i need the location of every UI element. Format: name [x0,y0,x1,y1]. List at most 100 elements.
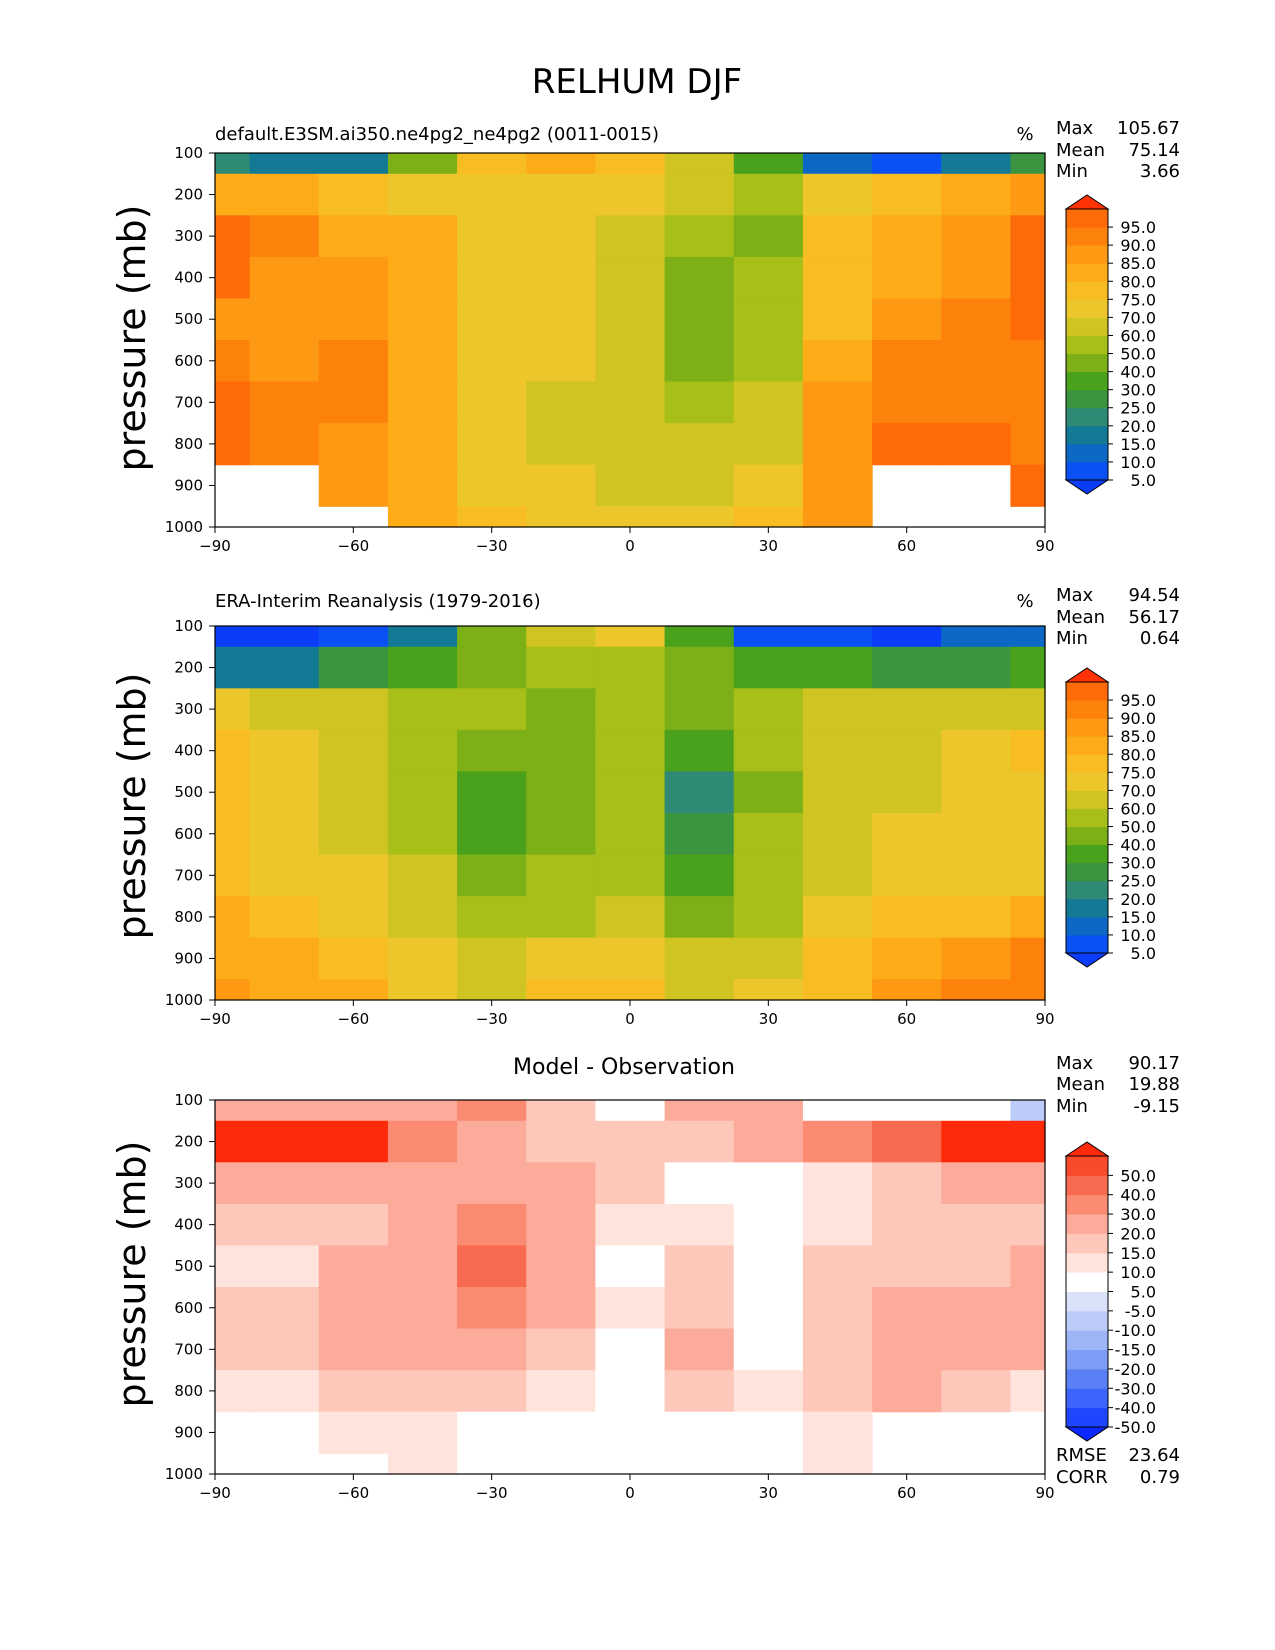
data-cell [526,626,597,648]
data-cell [526,646,597,689]
data-cell [318,813,389,856]
data-cell [872,646,942,689]
data-cell [595,1328,666,1371]
data-cell [733,1411,804,1454]
data-cell [215,153,251,175]
data-cell [526,173,597,216]
data-cell [318,381,389,424]
y-axis: 100 200 300 400 500 600 700 800 900 1000 [165,617,215,1009]
data-cell [526,423,597,466]
y-tick-label: 700 [174,866,203,884]
x-tick-label: 90 [1035,1484,1054,1502]
data-cell [872,729,942,773]
data-cell [457,423,527,466]
data-cell [457,688,527,731]
colorbar-label: 40.0 [1120,363,1156,382]
data-cell [318,173,389,216]
x-tick-label: 30 [759,537,778,555]
colorbar-segment [1066,1407,1108,1428]
panel-subtitle: default.E3SM.ai350.ne4pg2_ne4pg2 (0011-0… [215,124,659,145]
stat-min-value: -9.15 [1133,1096,1180,1117]
data-cell [526,1100,597,1122]
colorbar-label: -30.0 [1115,1379,1156,1398]
data-cell [457,771,527,814]
colorbar-label: 20.0 [1120,1224,1156,1243]
data-cell [733,1370,804,1413]
data-cell [215,423,251,466]
y-tick-label: 700 [174,393,203,411]
y-tick-label: 600 [174,825,203,843]
colorbar-segment [1066,1349,1108,1370]
data-cell [664,153,735,175]
data-cell [802,1453,873,1475]
data-cell [733,1287,804,1330]
data-cell [664,979,735,1001]
data-cell [595,854,666,897]
data-cell [664,854,735,897]
data-cell [457,1453,527,1475]
data-cell [872,896,942,939]
data-cell [664,423,735,466]
x-tick-label: −60 [338,1010,370,1028]
data-cell [387,1245,458,1288]
data-cell [318,1162,389,1205]
data-cell [664,1162,735,1205]
figure-title: RELHUM DJF [532,62,742,102]
data-cell [215,937,251,980]
data-cell [526,381,597,424]
data-cell [457,1100,527,1122]
data-cell [1010,464,1046,507]
colorbar-segment [1066,1388,1108,1409]
data-cell [1010,1245,1046,1288]
x-tick-label: −90 [199,1010,231,1028]
data-cell [664,1245,735,1288]
colorbar-label: 30.0 [1120,381,1156,400]
colorbar-segment [1066,353,1108,373]
data-cell [457,298,527,341]
data-cell [941,896,1012,939]
data-cell [733,771,804,814]
data-cell [664,464,735,507]
data-cell [318,1100,389,1122]
data-cell [318,153,389,175]
data-cell [941,813,1012,856]
data-cell [941,626,1012,648]
data-cell [941,340,1012,383]
panel-units: % [1016,591,1033,612]
data-cell [733,1453,804,1475]
data-cell [802,1287,873,1330]
data-cell [457,381,527,424]
data-cell [733,937,804,980]
data-cell [1010,1370,1046,1413]
data-cell [802,173,873,216]
data-cell [802,771,873,814]
colorbar-label: 95.0 [1120,218,1156,237]
colorbar-label: 5.0 [1131,1283,1156,1302]
colorbar-label: 25.0 [1120,399,1156,418]
data-cell [872,381,942,424]
data-cell [1010,340,1046,383]
data-cell [318,423,389,466]
colorbar-segment [1066,1368,1108,1389]
data-cell [457,464,527,507]
stat-max-label: Max [1056,118,1094,139]
colorbar-segment [1066,790,1108,809]
data-cell [249,729,320,773]
colorbar-segment [1066,1156,1108,1176]
data-cell [215,215,251,258]
stat-corr-value: 0.79 [1140,1467,1180,1488]
data-cell [733,854,804,897]
data-cell [1010,381,1046,424]
data-cell [387,937,458,980]
data-cell [802,646,873,689]
data-cell [526,688,597,731]
x-tick-label: −60 [338,537,370,555]
data-cell [526,464,597,507]
y-tick-label: 100 [174,1091,203,1109]
data-cell [664,1120,735,1163]
data-cell [318,854,389,897]
data-cell [733,688,804,731]
colorbar-segment [1066,281,1108,300]
panel-subtitle: ERA-Interim Reanalysis (1979-2016) [215,591,541,612]
colorbar-label: -15.0 [1115,1341,1156,1360]
